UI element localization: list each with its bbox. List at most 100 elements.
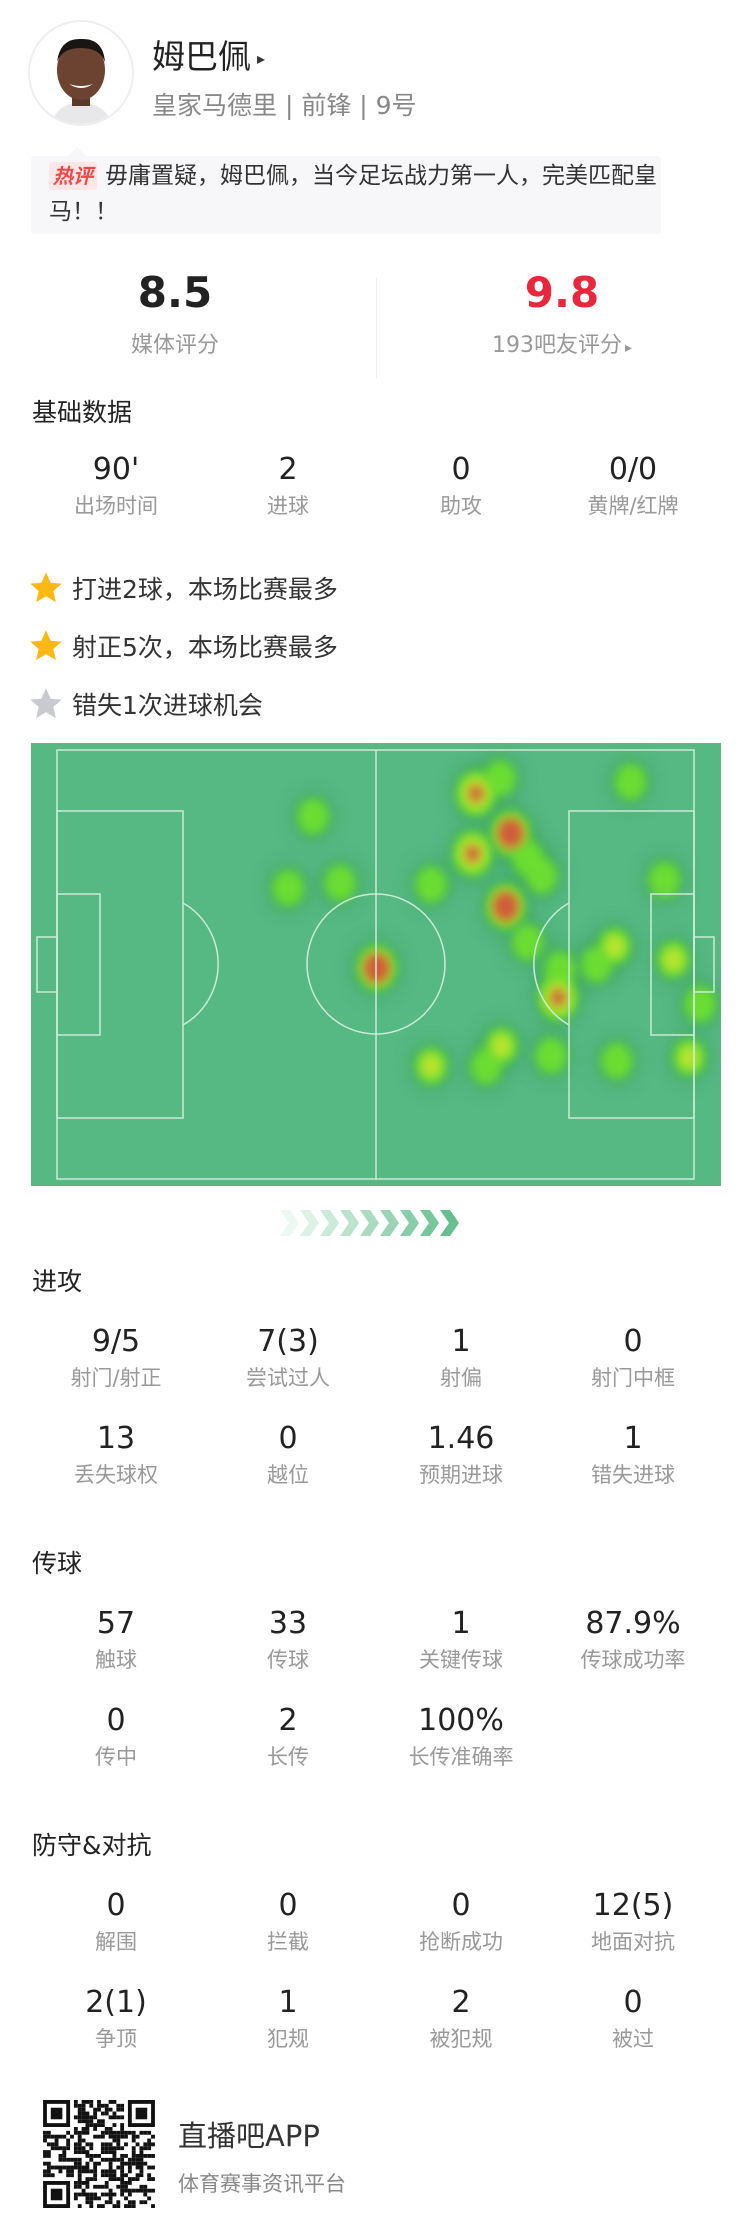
stat-value: 9/5 <box>91 1324 141 1359</box>
stat-value: 1 <box>278 1985 298 2020</box>
highlight-item: 打进2球，本场比赛最多 <box>28 570 338 606</box>
heat-spot <box>415 866 448 904</box>
stat-basic: 90' 出场时间 <box>31 452 201 520</box>
heatmap-pitch <box>31 743 721 1186</box>
stat-attack: 1.46 预期进球 <box>376 1421 546 1489</box>
arrow-right-icon: ▸ <box>624 340 633 356</box>
heat-spot <box>484 760 517 797</box>
stat-defense: 0 被过 <box>548 1985 718 2053</box>
chevron-right-icon <box>340 1210 359 1236</box>
player-info: 皇家马德里 | 前锋 | 9号 <box>152 91 417 120</box>
stat-value: 0 <box>106 1888 126 1923</box>
stat-label: 关键传球 <box>419 1648 503 1672</box>
stat-value: 100% <box>418 1703 504 1738</box>
stat-value: 0 <box>278 1421 298 1456</box>
chevron-right-icon <box>400 1210 419 1236</box>
stat-defense: 0 解围 <box>31 1888 201 1956</box>
star-gold-icon <box>30 630 62 661</box>
stat-label: 解围 <box>95 1930 137 1954</box>
heat-spot <box>465 845 480 862</box>
stat-label: 黄牌/红牌 <box>587 494 679 518</box>
stat-attack: 7(3) 尝试过人 <box>203 1324 373 1392</box>
media-rating-value: 8.5 <box>137 268 213 317</box>
chevron-right-icon <box>380 1210 399 1236</box>
stat-value: 0 <box>623 1985 643 2020</box>
bubble-tip <box>68 147 86 156</box>
highlight-text: 射正5次，本场比赛最多 <box>72 633 338 662</box>
heat-spot <box>604 934 625 958</box>
heat-spot <box>421 1054 442 1078</box>
stat-attack: 13 丢失球权 <box>31 1421 201 1489</box>
heat-spot <box>497 818 524 849</box>
stat-value: 0 <box>623 1324 643 1359</box>
stat-basic: 2 进球 <box>203 452 373 520</box>
stat-attack: 0 射门中框 <box>548 1324 718 1392</box>
stat-label: 错失进球 <box>591 1463 675 1487</box>
stat-value: 0 <box>106 1703 126 1738</box>
stat-passing: 33 传球 <box>203 1606 373 1674</box>
stat-defense: 2(1) 争顶 <box>31 1985 201 2053</box>
heat-spot <box>272 869 305 907</box>
stat-value: 12(5) <box>592 1888 674 1923</box>
stat-value: 1 <box>451 1324 471 1359</box>
stat-label: 被犯规 <box>429 2027 493 2051</box>
heat-spot <box>469 785 484 802</box>
section-title-basic: 基础数据 <box>32 398 133 427</box>
player-avatar[interactable] <box>28 20 134 126</box>
stat-defense: 1 犯规 <box>203 1985 373 2053</box>
hot-comment[interactable]: 热评 毋庸置疑，姆巴佩，当今足坛战力第一人，完美匹配皇马！！ <box>31 156 661 234</box>
stat-label: 丢失球权 <box>74 1463 158 1487</box>
heat-spot <box>684 985 717 1023</box>
stat-label: 越位 <box>267 1463 309 1487</box>
stat-passing: 87.9% 传球成功率 <box>548 1606 718 1674</box>
stat-label: 犯规 <box>267 2027 309 2051</box>
stat-passing: 1 关键传球 <box>376 1606 546 1674</box>
app-name: 直播吧APP <box>178 2119 320 2153</box>
stat-value: 0 <box>451 452 471 487</box>
stat-label: 长传准确率 <box>408 1745 514 1769</box>
heat-spot <box>324 864 357 902</box>
chevron-right-icon <box>440 1210 459 1236</box>
pitch-lines <box>36 749 715 1180</box>
stat-label: 传中 <box>95 1745 137 1769</box>
stat-label: 传球 <box>267 1648 309 1672</box>
stat-attack: 9/5 射门/射正 <box>31 1324 201 1392</box>
heat-spot <box>297 798 330 835</box>
stat-value: 90' <box>92 452 140 487</box>
heat-spot <box>511 923 544 961</box>
heat-spot <box>600 1042 633 1080</box>
media-rating-label: 媒体评分 <box>130 333 219 358</box>
chevron-right-icon <box>320 1210 339 1236</box>
stat-label: 传球成功率 <box>580 1648 686 1672</box>
stat-value: 0 <box>278 1888 298 1923</box>
stat-value: 87.9% <box>585 1606 681 1641</box>
heat-spot <box>492 891 519 922</box>
stat-value: 2 <box>278 1703 298 1738</box>
highlight-text: 错失1次进球机会 <box>72 691 263 720</box>
fan-rating[interactable]: 9.8 193吧友评分 ▸ <box>412 268 712 359</box>
section-title-attack: 进攻 <box>32 1267 83 1296</box>
stat-label: 地面对抗 <box>591 1930 675 1954</box>
stat-label: 出场时间 <box>74 494 158 518</box>
stat-value: 2 <box>278 452 298 487</box>
highlight-text: 打进2球，本场比赛最多 <box>72 575 338 604</box>
star-gray-icon <box>30 688 62 719</box>
heat-spot <box>491 1034 512 1058</box>
stat-basic: 0 助攻 <box>376 452 546 520</box>
stat-passing: 2 长传 <box>203 1703 373 1771</box>
stat-label: 拦截 <box>267 1930 309 1954</box>
highlight-item: 错失1次进球机会 <box>28 686 263 722</box>
stat-label: 被过 <box>612 2027 654 2051</box>
stat-label: 长传 <box>267 1745 309 1769</box>
stat-label: 尝试过人 <box>246 1366 330 1390</box>
stat-value: 2(1) <box>85 1985 147 2020</box>
stat-label: 射偏 <box>440 1366 482 1390</box>
player-name[interactable]: 姆巴佩 ▸ <box>152 37 266 76</box>
stat-value: 57 <box>96 1606 136 1641</box>
section-title-defense: 防守&对抗 <box>32 1831 152 1860</box>
stat-value: 2 <box>451 1985 471 2020</box>
stat-defense: 0 抢断成功 <box>376 1888 546 1956</box>
section-title-passing: 传球 <box>32 1549 83 1578</box>
chevron-right-icon <box>280 1210 299 1236</box>
highlight-item: 射正5次，本场比赛最多 <box>28 628 338 664</box>
